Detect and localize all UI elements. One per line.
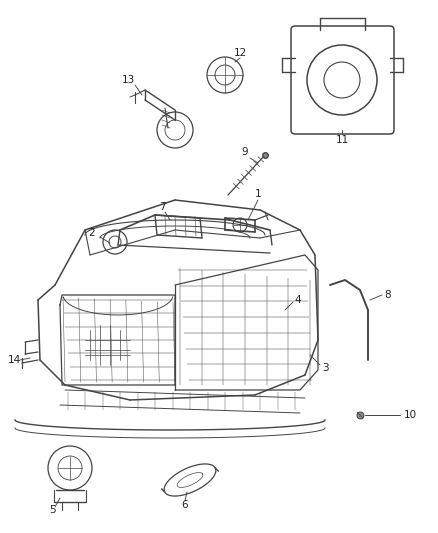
Text: 3: 3 [321, 363, 328, 373]
Text: 14: 14 [7, 355, 21, 365]
Text: 7: 7 [159, 202, 165, 212]
Text: 8: 8 [385, 290, 391, 300]
Text: 11: 11 [336, 135, 349, 145]
Text: 2: 2 [88, 228, 95, 238]
Text: 5: 5 [49, 505, 55, 515]
Text: 13: 13 [121, 75, 134, 85]
Text: 4: 4 [295, 295, 301, 305]
Text: 6: 6 [182, 500, 188, 510]
Text: 1: 1 [254, 189, 261, 199]
Text: 9: 9 [242, 147, 248, 157]
Text: 12: 12 [233, 48, 247, 58]
Text: 10: 10 [403, 410, 417, 420]
